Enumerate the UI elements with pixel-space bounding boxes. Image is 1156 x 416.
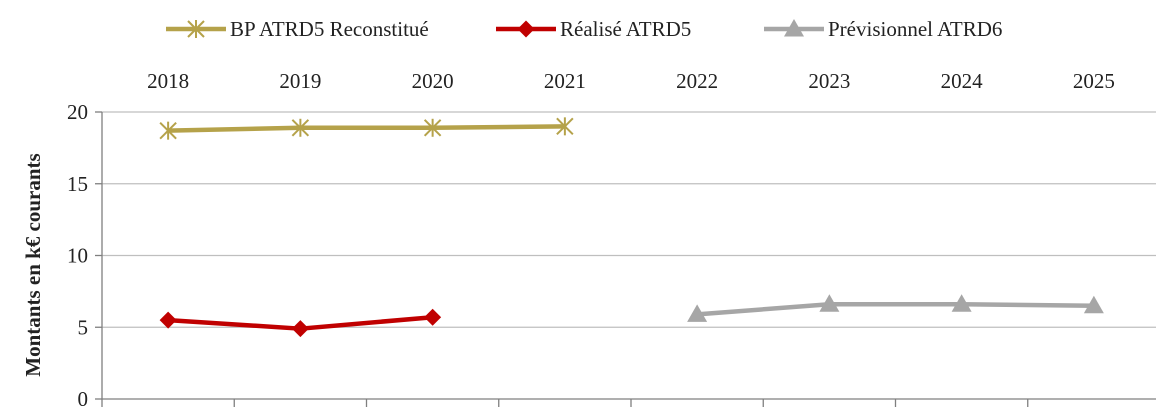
y-tick-label: 10 [67,244,88,268]
data-point [423,118,442,137]
data-point [424,308,442,326]
data-point [159,311,177,329]
x-tick-label: 2020 [412,69,454,93]
series-star [159,117,574,140]
y-tick-label: 15 [67,172,88,196]
data-point [951,294,972,312]
series-line [696,302,1094,317]
data-point [687,304,708,322]
legend-item: BP ATRD5 Reconstitué [166,17,429,41]
series-triangle [687,294,1104,322]
y-tick-label: 5 [78,315,89,339]
x-tick-label: 2021 [544,69,586,93]
legend-label: BP ATRD5 Reconstitué [230,17,429,41]
data-point [159,121,177,140]
x-tick-label: 2018 [147,69,189,93]
data-point [291,320,309,338]
data-point [556,117,574,136]
legend-label: Réalisé ATRD5 [560,17,691,41]
y-tick-label: 20 [67,100,88,124]
x-axis-labels: 2018 2019 2020 2021 2022 2023 2024 2025 [147,69,1115,93]
x-tick-label: 2019 [279,69,321,93]
x-tick-label: 2024 [941,69,984,93]
x-tick-label: 2022 [676,69,718,93]
data-point [187,20,205,38]
y-axis-tick-labels: 0 5 10 15 20 [67,100,88,411]
x-tick-label: 2023 [808,69,850,93]
data-point [1083,295,1104,314]
series-line [168,124,565,133]
data-point [291,118,310,137]
legend: BP ATRD5 Reconstitué Réalisé ATRD5 Prévisi… [166,17,1002,41]
data-point [784,19,804,37]
y-axis-label: Montants en k€ courants [21,153,45,376]
data-point [819,294,840,312]
legend-label: Prévisionnel ATRD6 [828,17,1002,41]
legend-item: Prévisionnel ATRD6 [764,17,1002,41]
series-group [159,117,1104,338]
data-point [517,20,535,38]
series-diamond [159,308,442,338]
axes [95,111,1156,407]
legend-item: Réalisé ATRD5 [496,17,691,41]
x-tick-label: 2025 [1073,69,1115,93]
gridlines [102,111,1156,328]
y-tick-label: 0 [78,387,89,411]
